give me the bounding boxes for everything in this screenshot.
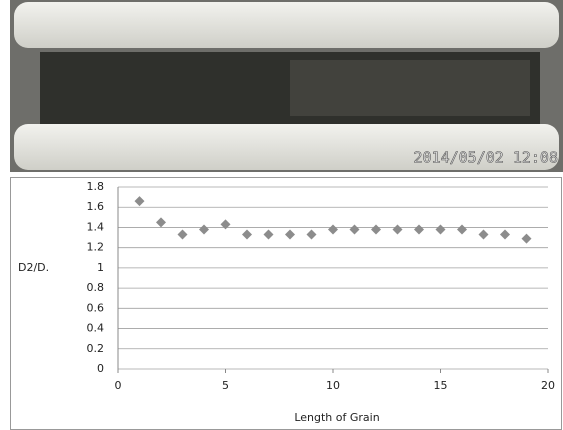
y-tick-label: 0.4 bbox=[87, 322, 105, 335]
x-axis-label: Length of Grain bbox=[294, 411, 379, 424]
photo: 2014/05/02 12:08 bbox=[10, 0, 563, 172]
y-tick-label: 0 bbox=[97, 362, 104, 375]
y-tick-label: 1.6 bbox=[87, 200, 105, 213]
x-tick-label: 20 bbox=[541, 379, 555, 392]
x-tick-label: 10 bbox=[326, 379, 340, 392]
y-tick-label: 0.6 bbox=[87, 301, 105, 314]
y-tick-label: 1.2 bbox=[87, 241, 105, 254]
y-tick-label: 1.8 bbox=[87, 180, 105, 193]
x-tick-label: 15 bbox=[434, 379, 448, 392]
timestamp: 2014/05/02 12:08 bbox=[414, 149, 559, 167]
y-tick-label: 1.4 bbox=[87, 220, 105, 233]
upper-bar bbox=[14, 2, 559, 48]
y-tick-label: 1 bbox=[97, 261, 104, 274]
y-axis-label: D2/D. bbox=[18, 261, 49, 274]
y-tick-label: 0.2 bbox=[87, 342, 105, 355]
page: 2014/05/02 12:08 D2/D. Length of Grain 0… bbox=[0, 0, 563, 430]
y-tick-label: 0.8 bbox=[87, 281, 105, 294]
x-tick-label: 0 bbox=[115, 379, 122, 392]
grain-shade bbox=[290, 60, 530, 116]
x-tick-label: 5 bbox=[222, 379, 229, 392]
